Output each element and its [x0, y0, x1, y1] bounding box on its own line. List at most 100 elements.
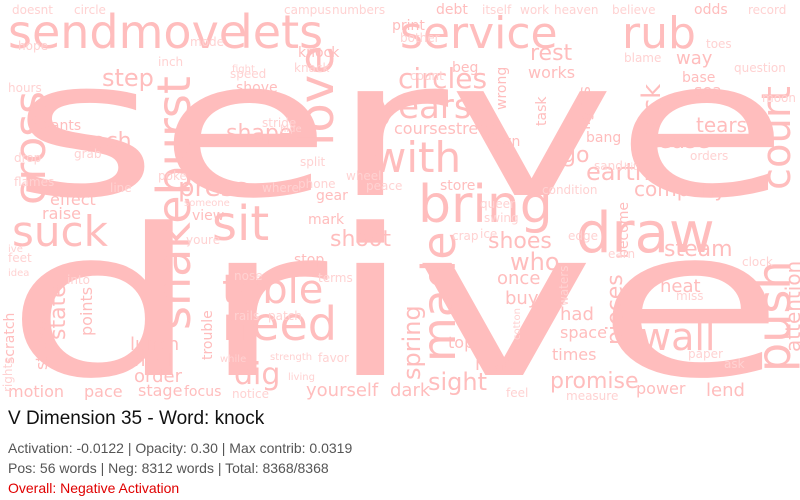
- cloud-word-become: become: [616, 202, 632, 258]
- cloud-word-pace: pace: [84, 382, 123, 400]
- cloud-word-town: town: [486, 134, 520, 150]
- cloud-word-attention: attention: [781, 261, 800, 352]
- cloud-word-queer: queer: [480, 197, 515, 211]
- cloud-word-ease: ease: [658, 129, 710, 154]
- cloud-word-dig: dig: [234, 357, 280, 392]
- cloud-word-notice: notice: [232, 387, 269, 400]
- cloud-word-shoot: shoot: [330, 227, 391, 252]
- stats-line-counts: Pos: 56 words | Neg: 8312 words | Total:…: [8, 460, 329, 476]
- cloud-word-ice: ice: [480, 227, 497, 241]
- cloud-word-campus: campus: [284, 3, 331, 17]
- cloud-word-sea: sea: [694, 81, 722, 100]
- cloud-word-steam: steam: [664, 237, 733, 262]
- cloud-word-shakeburst: shakeburst: [147, 76, 201, 330]
- cloud-word-edge: edge: [568, 229, 598, 243]
- cloud-word-love: love: [289, 45, 345, 146]
- cloud-word-coursestreet: coursestreet: [394, 119, 494, 138]
- cloud-word-poke: poke: [158, 169, 187, 183]
- cloud-word-phone: phone: [298, 177, 336, 191]
- cloud-word-with: with: [372, 133, 461, 182]
- cloud-word-top: top: [448, 333, 474, 352]
- cloud-word-mode: mode: [190, 35, 224, 49]
- word-cloud: serve drive sendmove lets service rub bring dra…: [0, 0, 800, 400]
- cloud-word-fight: fight: [232, 64, 255, 75]
- cloud-word-task: task: [534, 96, 550, 126]
- cloud-word-heat: heat: [660, 276, 701, 297]
- cloud-word-nose: nose: [234, 269, 263, 283]
- cloud-word-miss: miss: [676, 289, 704, 303]
- cloud-word-had: had: [560, 304, 594, 325]
- cloud-word-hours: hours: [8, 81, 42, 95]
- cloud-word-sight: sight: [428, 368, 487, 396]
- cloud-word-once: once: [497, 268, 540, 289]
- cloud-word-cotton: cotton: [512, 308, 523, 340]
- cloud-word-count: count: [410, 69, 444, 83]
- stats-line-activation: Activation: -0.0122 | Opacity: 0.30 | Ma…: [8, 440, 353, 456]
- cloud-word-need: need: [222, 297, 337, 351]
- cloud-word-orders: orders: [690, 149, 728, 163]
- cloud-word-sendmove: sendmove: [8, 5, 247, 59]
- cloud-word-wheel: wheel: [346, 169, 382, 183]
- cloud-word-raise: raise: [42, 204, 81, 223]
- cloud-word-circle: circle: [74, 3, 106, 17]
- cloud-word-living: living: [288, 372, 315, 383]
- cloud-word-effect: effect: [50, 190, 96, 209]
- cloud-word-base: base: [682, 70, 715, 86]
- caption-panel: V Dimension 35 - Word: knock Activation:…: [8, 408, 792, 498]
- cloud-word-doesnt: doesnt: [12, 3, 53, 17]
- cloud-word-strength: strength: [270, 352, 312, 363]
- cloud-word-draw: draw: [576, 201, 715, 266]
- cloud-word-drop: drop: [14, 151, 41, 165]
- cloud-word-into: into: [67, 273, 90, 287]
- cloud-word-hope: hope: [18, 39, 48, 53]
- cloud-word-favor: favor: [318, 351, 349, 365]
- cloud-word-road: road: [475, 354, 515, 375]
- cloud-word-ask: ask: [724, 357, 745, 371]
- cloud-word-paper: paper: [688, 347, 723, 361]
- cloud-word-bother: bother: [400, 31, 440, 45]
- cloud-word-points: points: [77, 287, 96, 336]
- cloud-word-earth: earth: [586, 158, 650, 186]
- cloud-word-hit: hit: [624, 162, 637, 173]
- cloud-word-focus: focus: [184, 384, 221, 400]
- cloud-word-works: works: [528, 63, 575, 82]
- cloud-word-stride: stride: [262, 116, 296, 130]
- cloud-word-split: split: [300, 155, 326, 169]
- cloud-word-toes: toes: [706, 37, 732, 51]
- cloud-word-hide: hide: [280, 124, 302, 135]
- cloud-word-rest: rest: [530, 41, 573, 66]
- cloud-word-ive: ive: [8, 244, 23, 255]
- cloud-word-track: track: [637, 84, 667, 150]
- cloud-word-earn: earn: [608, 247, 635, 261]
- cloud-word-waters: waters: [557, 266, 571, 306]
- cloud-word-someone: someone: [184, 198, 230, 209]
- cloud-word-believe: believe: [612, 3, 656, 17]
- cloud-word-shove: shove: [236, 80, 278, 96]
- cloud-word-years: years: [378, 87, 472, 127]
- cloud-word-power: power: [636, 379, 686, 398]
- cloud-word-court: court: [754, 86, 800, 190]
- cloud-word-spring: spring: [398, 305, 426, 380]
- cloud-word-numbers: numbers: [332, 3, 385, 17]
- cloud-word-motion: motion: [8, 382, 64, 400]
- cloud-word-lunch: lunch: [130, 334, 179, 355]
- cloud-word-itself: itself: [482, 3, 512, 17]
- cloud-word-service: service: [400, 8, 558, 59]
- cloud-word-press: press: [178, 173, 248, 203]
- cloud-word-feel: feel: [506, 386, 528, 400]
- cloud-word-inch: inch: [158, 55, 183, 69]
- cloud-word-push: push: [747, 261, 800, 372]
- cloud-word-bang: bang: [586, 130, 621, 146]
- cloud-word-store: store: [440, 178, 475, 194]
- cloud-word-flames: flames: [14, 175, 54, 189]
- cloud-word-work: work: [520, 3, 549, 17]
- cloud-word-crap: crap: [452, 229, 479, 243]
- cloud-word-bring: bring: [418, 175, 553, 235]
- cloud-word-dark: dark: [390, 380, 431, 400]
- cloud-word-trouble: trouble: [200, 310, 216, 360]
- cloud-word-serve: serve: [11, 19, 789, 240]
- cloud-word-grab: grab: [74, 147, 102, 161]
- page-title: V Dimension 35 - Word: knock: [8, 408, 265, 429]
- cloud-word-debt: debt: [436, 2, 468, 18]
- overall-activation-label: Overall: Negative Activation: [8, 480, 180, 496]
